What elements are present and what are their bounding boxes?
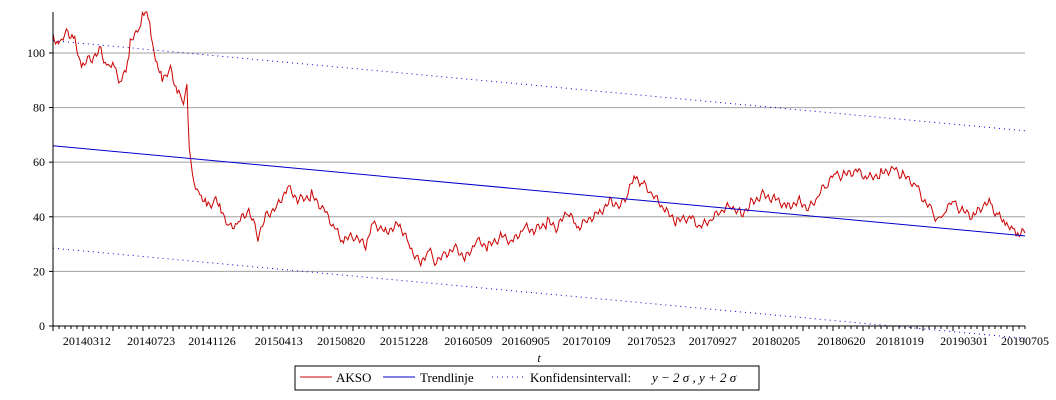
y-tick-label: 40 [33, 210, 45, 224]
plot-lines [52, 10, 1026, 339]
x-tick-label: 20160509 [444, 334, 492, 348]
y-ticks: 0 20 40 60 80 100 [27, 46, 53, 333]
series-line-trendlinje [52, 145, 1026, 237]
x-tick-label: 20170927 [689, 334, 737, 348]
x-tick-label: 20180620 [817, 334, 865, 348]
x-tick-label: 20190705 [1001, 334, 1049, 348]
legend-label-konfidensintervall-math: y − 2 σ , y + 2 σ [650, 370, 737, 385]
x-tick-label: 20170109 [563, 334, 611, 348]
x-tick-label: 20141126 [188, 334, 236, 348]
x-tick-label: 20140723 [127, 334, 175, 348]
legend-label-trendlinje: Trendlinje [420, 370, 474, 385]
legend: AKSO Trendlinje Konfidensintervall: y − … [294, 365, 760, 391]
x-tick-label: 20181019 [876, 334, 924, 348]
x-tick-label: 20150413 [255, 334, 303, 348]
legend-label-konfidensintervall: Konfidensintervall: [530, 370, 631, 385]
x-tick-label: 20160905 [502, 334, 550, 348]
y-tick-label: 20 [33, 264, 45, 278]
series-line-konfidensintervall-upper [52, 40, 1026, 132]
x-tick-label: 20151228 [380, 334, 428, 348]
legend-box [294, 365, 760, 391]
x-tick-label: 20170523 [627, 334, 675, 348]
x-ticks: 20140312 20140723 20141126 20150413 20150820… [52, 326, 1049, 348]
y-tick-label: 80 [33, 101, 45, 115]
axes [52, 12, 1025, 327]
x-tick-label: 20150820 [317, 334, 365, 348]
x-axis-title: t [537, 351, 541, 365]
series-line-akso [52, 10, 1026, 268]
x-tick-label: 20180205 [752, 334, 800, 348]
legend-label-akso: AKSO [336, 370, 371, 385]
x-tick-label: 20140312 [63, 334, 111, 348]
y-tick-label: 60 [33, 155, 45, 169]
x-tick-label: 20190301 [940, 334, 988, 348]
y-tick-label: 0 [39, 319, 45, 333]
y-tick-label: 100 [27, 46, 45, 60]
grid-lines [53, 52, 1025, 272]
series-line-konfidensintervall-lower [52, 247, 1026, 339]
